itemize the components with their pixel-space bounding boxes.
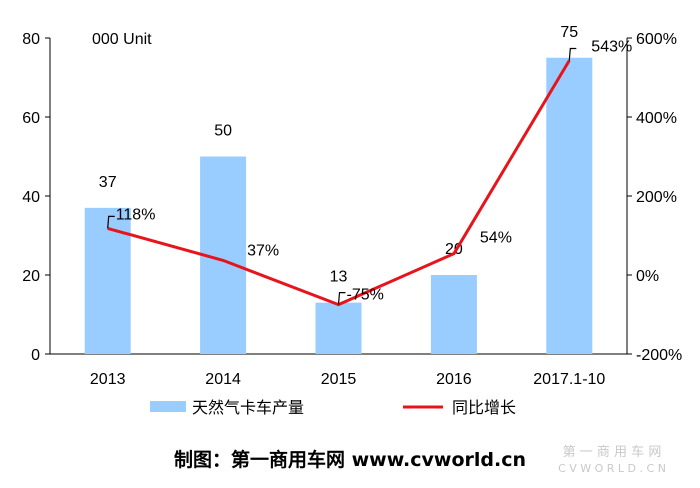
legend-bar-swatch bbox=[150, 401, 186, 412]
point-label-leader bbox=[568, 47, 577, 61]
bar bbox=[315, 302, 362, 354]
line-value-label: 118% bbox=[116, 206, 156, 223]
bar bbox=[430, 275, 477, 354]
left-tick-label: 20 bbox=[22, 268, 40, 285]
bar-value-label: 50 bbox=[214, 123, 232, 140]
category-label: 2013 bbox=[90, 371, 126, 388]
bar-value-label: 75 bbox=[560, 24, 578, 41]
point-label-leader bbox=[337, 292, 346, 305]
line-value-label: 543% bbox=[591, 39, 632, 56]
left-tick-label: 60 bbox=[22, 110, 40, 127]
right-tick-label: -200% bbox=[636, 347, 682, 364]
category-labels: 2013 2014 2015 2016 2017.1-10 bbox=[90, 371, 606, 388]
line-value-label: 37% bbox=[247, 242, 279, 259]
left-tick-label: 40 bbox=[22, 189, 40, 206]
left-axis-ticks: 0 20 40 60 80 bbox=[22, 31, 50, 364]
bar bbox=[546, 57, 593, 354]
right-tick-label: 600% bbox=[636, 31, 677, 48]
line-value-label: 54% bbox=[480, 230, 512, 247]
legend-bar-label: 天然气卡车产量 bbox=[192, 398, 304, 417]
category-label: 2015 bbox=[321, 371, 357, 388]
legend: 天然气卡车产量 同比增长 bbox=[150, 398, 516, 417]
right-tick-label: 0% bbox=[636, 268, 659, 285]
unit-label: 000 Unit bbox=[92, 31, 152, 48]
bar-value-label: 37 bbox=[99, 174, 117, 191]
watermark-line1: 第 一 商 用 车 网 bbox=[563, 444, 662, 460]
line-value-label: -75% bbox=[347, 287, 384, 304]
category-label: 2016 bbox=[436, 371, 472, 388]
right-axis-ticks: -200% 0% 200% 400% 600% bbox=[627, 31, 682, 364]
left-tick-label: 0 bbox=[31, 347, 40, 364]
right-tick-label: 200% bbox=[636, 189, 677, 206]
category-label: 2014 bbox=[205, 371, 241, 388]
legend-line-label: 同比增长 bbox=[452, 398, 516, 417]
category-label: 2017.1-10 bbox=[533, 371, 605, 388]
watermark-line2: C V W O R L D . C N bbox=[558, 462, 666, 475]
bar-value-label: 13 bbox=[330, 269, 348, 286]
line-series: 118% 37% -75% 54% 543% bbox=[107, 39, 632, 307]
right-tick-label: 400% bbox=[636, 110, 677, 127]
left-tick-label: 80 bbox=[22, 31, 40, 48]
point-label-leader bbox=[107, 215, 115, 229]
credit-text: 制图：第一商用车网 www.cvworld.cn bbox=[174, 448, 526, 471]
watermark: 第 一 商 用 车 网 C V W O R L D . C N bbox=[558, 444, 666, 475]
